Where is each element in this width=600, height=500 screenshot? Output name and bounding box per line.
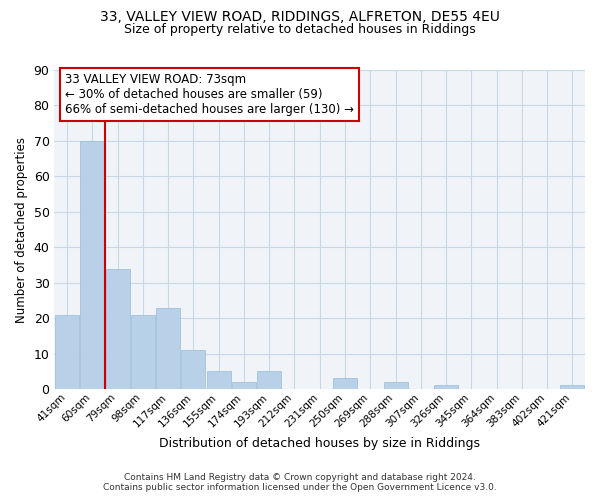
Bar: [383, 382, 407, 389]
Bar: [560, 386, 584, 389]
Bar: [80, 141, 104, 389]
Bar: [206, 372, 230, 389]
Bar: [131, 314, 155, 389]
X-axis label: Distribution of detached houses by size in Riddings: Distribution of detached houses by size …: [159, 437, 480, 450]
Bar: [181, 350, 205, 389]
Bar: [232, 382, 256, 389]
Text: 33 VALLEY VIEW ROAD: 73sqm
← 30% of detached houses are smaller (59)
66% of semi: 33 VALLEY VIEW ROAD: 73sqm ← 30% of deta…: [65, 73, 354, 116]
Bar: [106, 268, 130, 389]
Bar: [156, 308, 180, 389]
Text: Size of property relative to detached houses in Riddings: Size of property relative to detached ho…: [124, 22, 476, 36]
Bar: [257, 372, 281, 389]
Y-axis label: Number of detached properties: Number of detached properties: [15, 136, 28, 322]
Text: Contains HM Land Registry data © Crown copyright and database right 2024.
Contai: Contains HM Land Registry data © Crown c…: [103, 473, 497, 492]
Bar: [55, 314, 79, 389]
Bar: [333, 378, 357, 389]
Bar: [434, 386, 458, 389]
Text: 33, VALLEY VIEW ROAD, RIDDINGS, ALFRETON, DE55 4EU: 33, VALLEY VIEW ROAD, RIDDINGS, ALFRETON…: [100, 10, 500, 24]
